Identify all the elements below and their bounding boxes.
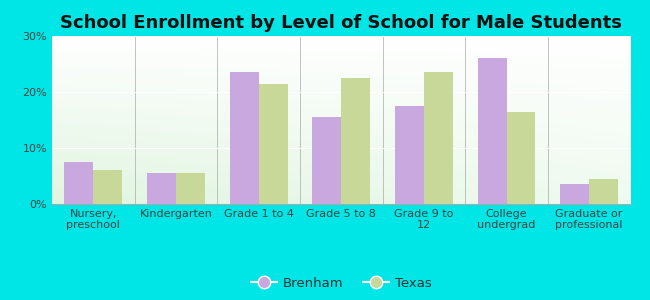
Bar: [94, 170, 122, 204]
Bar: [64, 162, 94, 204]
Bar: [589, 179, 618, 204]
Legend: Brenham, Texas: Brenham, Texas: [246, 271, 437, 295]
Bar: [312, 117, 341, 204]
Bar: [229, 72, 259, 204]
Bar: [395, 106, 424, 204]
Bar: [341, 78, 370, 204]
Bar: [147, 173, 176, 204]
Bar: [506, 112, 536, 204]
Bar: [560, 184, 589, 204]
Bar: [176, 173, 205, 204]
Bar: [259, 84, 287, 204]
Title: School Enrollment by Level of School for Male Students: School Enrollment by Level of School for…: [60, 14, 622, 32]
Bar: [424, 72, 453, 204]
Bar: [478, 58, 506, 204]
